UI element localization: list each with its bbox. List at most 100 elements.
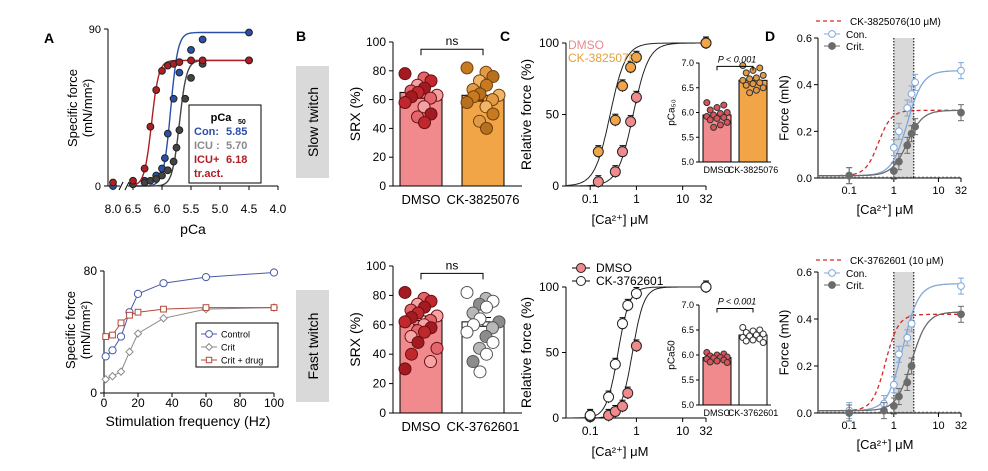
inset-dot [723, 118, 731, 126]
y-tick-label: 50 [546, 108, 560, 122]
inset-y-axis-label-line: pCa₅₀ [667, 99, 678, 126]
data-dot [486, 70, 500, 84]
data-point [895, 127, 903, 136]
legend-label: Con. [846, 30, 867, 41]
inset-dot [716, 121, 724, 129]
data-point [163, 166, 172, 175]
y-axis-label-line: Force (mN) [777, 75, 792, 141]
significance-bracket [420, 48, 484, 56]
inset-dot [723, 109, 731, 116]
data-point [201, 273, 211, 282]
y-tick-label: 60 [373, 93, 387, 107]
x-tick-label: 0 [101, 396, 108, 410]
inset-y-tick-label: 5.5 [681, 375, 694, 385]
data-point [903, 333, 912, 342]
chart-c-top: 0.1 1 10 32 0 50 100 [Ca²⁺] μM Relative force (%… [518, 36, 778, 227]
inset-bar [738, 334, 768, 406]
data-point [625, 61, 637, 73]
data-point [169, 157, 178, 166]
data-point [700, 281, 712, 293]
data-dot [430, 341, 444, 355]
y-axis-label: Specific force (mN/mm²) [63, 291, 93, 369]
inset-dot [739, 76, 747, 84]
inset-dot [746, 75, 754, 83]
x-tick-label: 32 [955, 185, 967, 197]
legend-marker [205, 356, 213, 364]
legend-marker [828, 30, 836, 38]
data-point [161, 154, 169, 162]
inset-significance-bracket [716, 308, 754, 313]
axis-break-mark [118, 181, 130, 191]
data-point [102, 333, 110, 340]
data-point [889, 167, 898, 175]
x-category-label: DMSO [402, 419, 441, 434]
inset-dot [742, 337, 750, 345]
legend-label: CK-3762601 (10 μM) [850, 256, 944, 267]
data-point [108, 371, 117, 381]
data-point [181, 94, 190, 103]
data-point [198, 35, 207, 44]
y-tick-label: 0.4 [797, 80, 812, 92]
data-point [172, 143, 181, 152]
y-tick-label: 0 [379, 406, 386, 420]
inset-dot [742, 69, 750, 77]
significance-bracket [420, 272, 484, 280]
data-point [903, 378, 912, 387]
data-point [152, 175, 161, 183]
x-tick-label: 0.1 [842, 420, 857, 432]
y-tick-label: 0.4 [797, 314, 812, 326]
data-dot [405, 347, 418, 361]
x-tick-label: 10 [932, 185, 944, 197]
inset-y-tick-label: 7.0 [681, 300, 694, 310]
data-point [625, 116, 637, 128]
x-axis-label: [Ca²⁺] μM [592, 444, 649, 459]
y-axis-label: Specific force (mN/mm²) [65, 69, 95, 147]
data-point [245, 56, 253, 65]
inset-dot [759, 71, 767, 79]
data-point [957, 108, 965, 117]
data-point [630, 91, 642, 103]
inset-y-tick-label: 6.5 [681, 83, 694, 93]
legend: Control Crit Crit + drug [195, 322, 279, 368]
legend-label: Crit. [846, 281, 864, 292]
data-point [616, 146, 628, 158]
legend-entry-name: ICU+ [194, 154, 219, 166]
data-dot [486, 321, 499, 335]
x-tick-label: 4.5 [241, 202, 258, 216]
inset-category-label: CK-3825076 [728, 165, 779, 175]
x-tick-label: 5.5 [183, 202, 200, 216]
inset-dot [739, 324, 747, 331]
data-point [907, 319, 916, 328]
data-dot [424, 107, 438, 121]
data-point [159, 313, 168, 323]
inset-dot [746, 89, 754, 97]
data-point [133, 289, 143, 298]
data-point [622, 299, 634, 311]
data-point [116, 367, 126, 376]
inset-dot [706, 106, 714, 114]
y-axis-label-line: Relative force (%) [518, 297, 534, 408]
data-point [146, 122, 155, 131]
inset-dot [703, 99, 711, 107]
significance-label: ns [446, 34, 459, 48]
data-point [957, 66, 965, 75]
data-point [117, 319, 125, 327]
y-axis-label-line: Relative force (%) [518, 59, 534, 170]
data-dot [418, 116, 431, 130]
data-dot [466, 355, 480, 369]
data-dot [460, 285, 474, 299]
x-tick-label: 1 [891, 185, 897, 197]
data-point [159, 279, 168, 288]
data-point [175, 68, 184, 77]
row-label-slow: Slow twitch [305, 87, 321, 157]
x-category-label: DMSO [402, 192, 441, 207]
data-dot [398, 362, 412, 376]
data-point [158, 171, 166, 180]
data-point [175, 58, 184, 67]
legend-marker [204, 342, 214, 352]
data-point [160, 305, 167, 313]
data-dot [486, 107, 500, 121]
inset-dot [759, 84, 767, 92]
y-tick-label: 40 [373, 347, 387, 361]
inset-y-tick-label: 5.0 [681, 400, 694, 410]
